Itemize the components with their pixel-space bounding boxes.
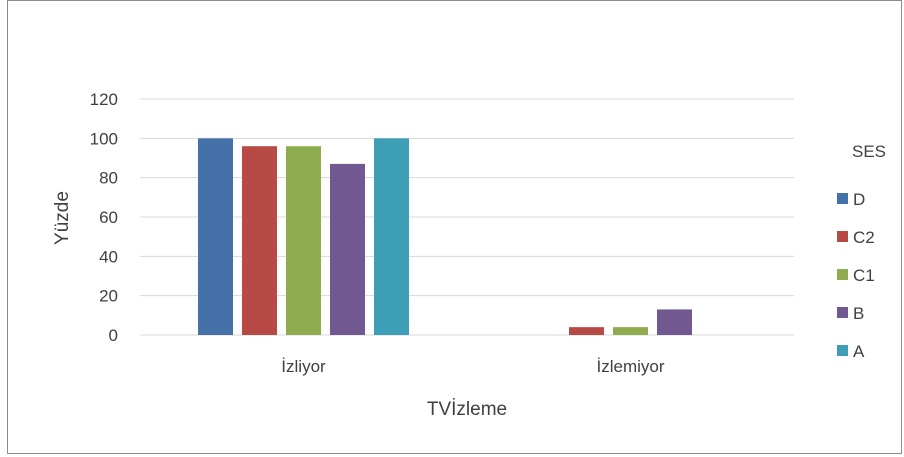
y-tick-label: 60 [99, 208, 118, 227]
bar-c2-0 [242, 146, 277, 335]
bar-c1-0 [286, 146, 321, 335]
legend-swatch [837, 193, 848, 204]
y-tick-label: 80 [99, 169, 118, 188]
category-label: İzliyor [281, 357, 326, 376]
legend-label: A [853, 342, 865, 361]
legend-swatch [837, 269, 848, 280]
bar-c2-1 [569, 327, 604, 335]
bar-c1-1 [613, 327, 648, 335]
bars [198, 138, 692, 335]
legend-swatch [837, 307, 848, 318]
y-tick-label: 40 [99, 247, 118, 266]
bar-d-0 [198, 138, 233, 335]
legend-label: C2 [853, 228, 875, 247]
gridlines [140, 98, 794, 336]
legend-label: D [853, 190, 865, 209]
bar-b-0 [330, 163, 365, 335]
legend-swatch [837, 345, 848, 356]
bar-b-1 [657, 309, 692, 335]
category-label: İzlemiyor [596, 357, 664, 376]
category-labels: İzliyor İzlemiyor [281, 357, 665, 376]
legend-label: B [853, 304, 864, 323]
legend: D C2 C1 BA [837, 190, 875, 361]
chart-frame [7, 0, 902, 454]
y-tick-label: 120 [90, 90, 118, 109]
y-tick-label: 100 [90, 129, 118, 148]
y-tick-label: 20 [99, 287, 118, 306]
x-axis-title: TVİzleme [427, 399, 507, 420]
legend-title: SES [852, 142, 886, 161]
y-axis-title: Yüzde [52, 191, 73, 245]
bar-a-0 [374, 138, 409, 335]
y-tick-labels: 0 20 40 60 80 100 120 [90, 90, 118, 345]
legend-swatch [837, 231, 848, 242]
y-tick-label: 0 [109, 326, 118, 345]
legend-label: C1 [853, 266, 875, 285]
